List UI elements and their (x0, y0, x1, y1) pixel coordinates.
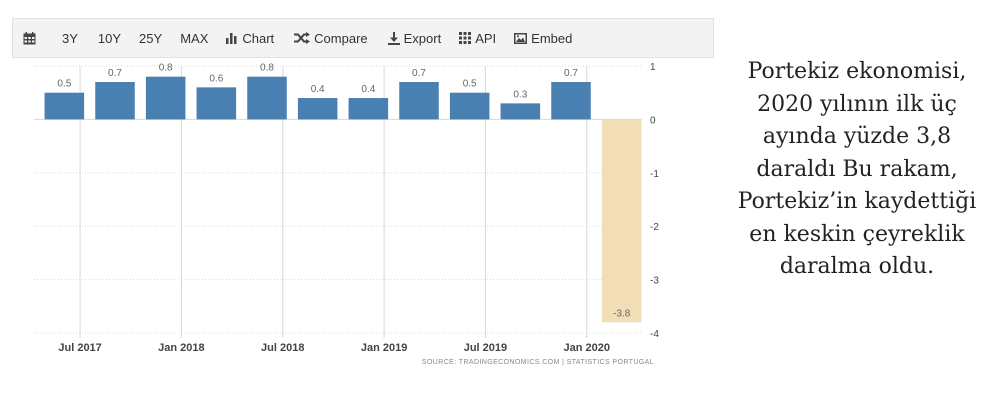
chart-toolbar: 3Y 10Y 25Y MAX Chart Compare Export (12, 18, 714, 58)
chart-label: Chart (242, 30, 275, 46)
chart-button[interactable]: Chart (216, 19, 282, 57)
api-label: API (475, 30, 497, 46)
bar (44, 92, 85, 120)
y-tick-label: 1 (650, 62, 656, 73)
x-tick-label: Jan 2020 (564, 342, 610, 354)
headline-text: Portekiz ekonomisi, 2020 yılının ilk üç … (737, 59, 977, 279)
range-3y-button[interactable]: 3Y (48, 19, 86, 57)
x-tick-label: Jul 2017 (58, 342, 101, 354)
bar (348, 98, 389, 120)
bar (196, 87, 237, 120)
data-label: 0.4 (361, 84, 375, 95)
range-25y-label: 25Y (139, 30, 163, 46)
chart-widget: 3Y 10Y 25Y MAX Chart Compare Export (12, 18, 714, 378)
bar (145, 76, 186, 120)
source-note: SOURCE: TRADINGECONOMICS.COM | STATISTIC… (421, 359, 654, 366)
bar-chart-icon (226, 33, 237, 44)
data-label: 0.6 (209, 73, 223, 84)
export-button[interactable]: Export (376, 19, 450, 57)
calendar-button[interactable] (13, 19, 48, 57)
download-icon (387, 31, 400, 45)
export-label: Export (403, 30, 442, 46)
range-3y-label: 3Y (62, 30, 78, 46)
range-max-button[interactable]: MAX (170, 19, 216, 57)
bar (399, 82, 439, 120)
data-label: 0.3 (513, 89, 527, 100)
y-tick-label: -4 (650, 329, 659, 340)
y-tick-label: -1 (650, 169, 659, 180)
compare-label: Compare (314, 30, 368, 46)
range-25y-button[interactable]: 25Y (129, 19, 170, 57)
compare-button[interactable]: Compare (282, 19, 375, 57)
data-label: -3.8 (613, 308, 631, 319)
bar (247, 76, 287, 120)
embed-button[interactable]: Embed (504, 19, 580, 57)
data-label: 0.5 (463, 79, 477, 90)
data-label: 0.5 (57, 79, 71, 90)
data-label: 0.8 (159, 63, 173, 74)
chart-area: Jul 2017 Jan 2018 Jul 2018 Jan 2019 Jul 2019… (12, 58, 714, 378)
bar (551, 82, 591, 120)
bar (601, 119, 642, 323)
y-tick-label: -3 (650, 276, 659, 287)
data-label: 0.4 (311, 84, 325, 95)
bar (500, 103, 541, 120)
data-label: 0.8 (260, 63, 274, 74)
data-label: 0.7 (108, 68, 122, 79)
data-label: 0.7 (412, 68, 426, 79)
bar (297, 98, 338, 120)
data-label: 0.7 (564, 68, 578, 79)
bar-chart: Jul 2017 Jan 2018 Jul 2018 Jan 2019 Jul 2019… (34, 62, 659, 354)
image-icon (514, 32, 528, 44)
calendar-icon (23, 31, 36, 44)
bar (95, 82, 135, 120)
range-10y-button[interactable]: 10Y (86, 19, 129, 57)
embed-label: Embed (531, 30, 573, 46)
range-max-label: MAX (180, 30, 209, 46)
x-tick-label: Jan 2019 (361, 342, 407, 354)
y-tick-label: 0 (650, 115, 656, 126)
grid-icon (459, 32, 472, 44)
range-10y-label: 10Y (97, 30, 122, 46)
shuffle-icon (294, 32, 311, 44)
api-button[interactable]: API (449, 19, 504, 57)
x-tick-label: Jan 2018 (158, 342, 204, 354)
x-tick-label: Jul 2018 (261, 342, 304, 354)
y-tick-label: -2 (650, 222, 659, 233)
bar (449, 92, 490, 120)
x-tick-label: Jul 2019 (464, 342, 507, 354)
